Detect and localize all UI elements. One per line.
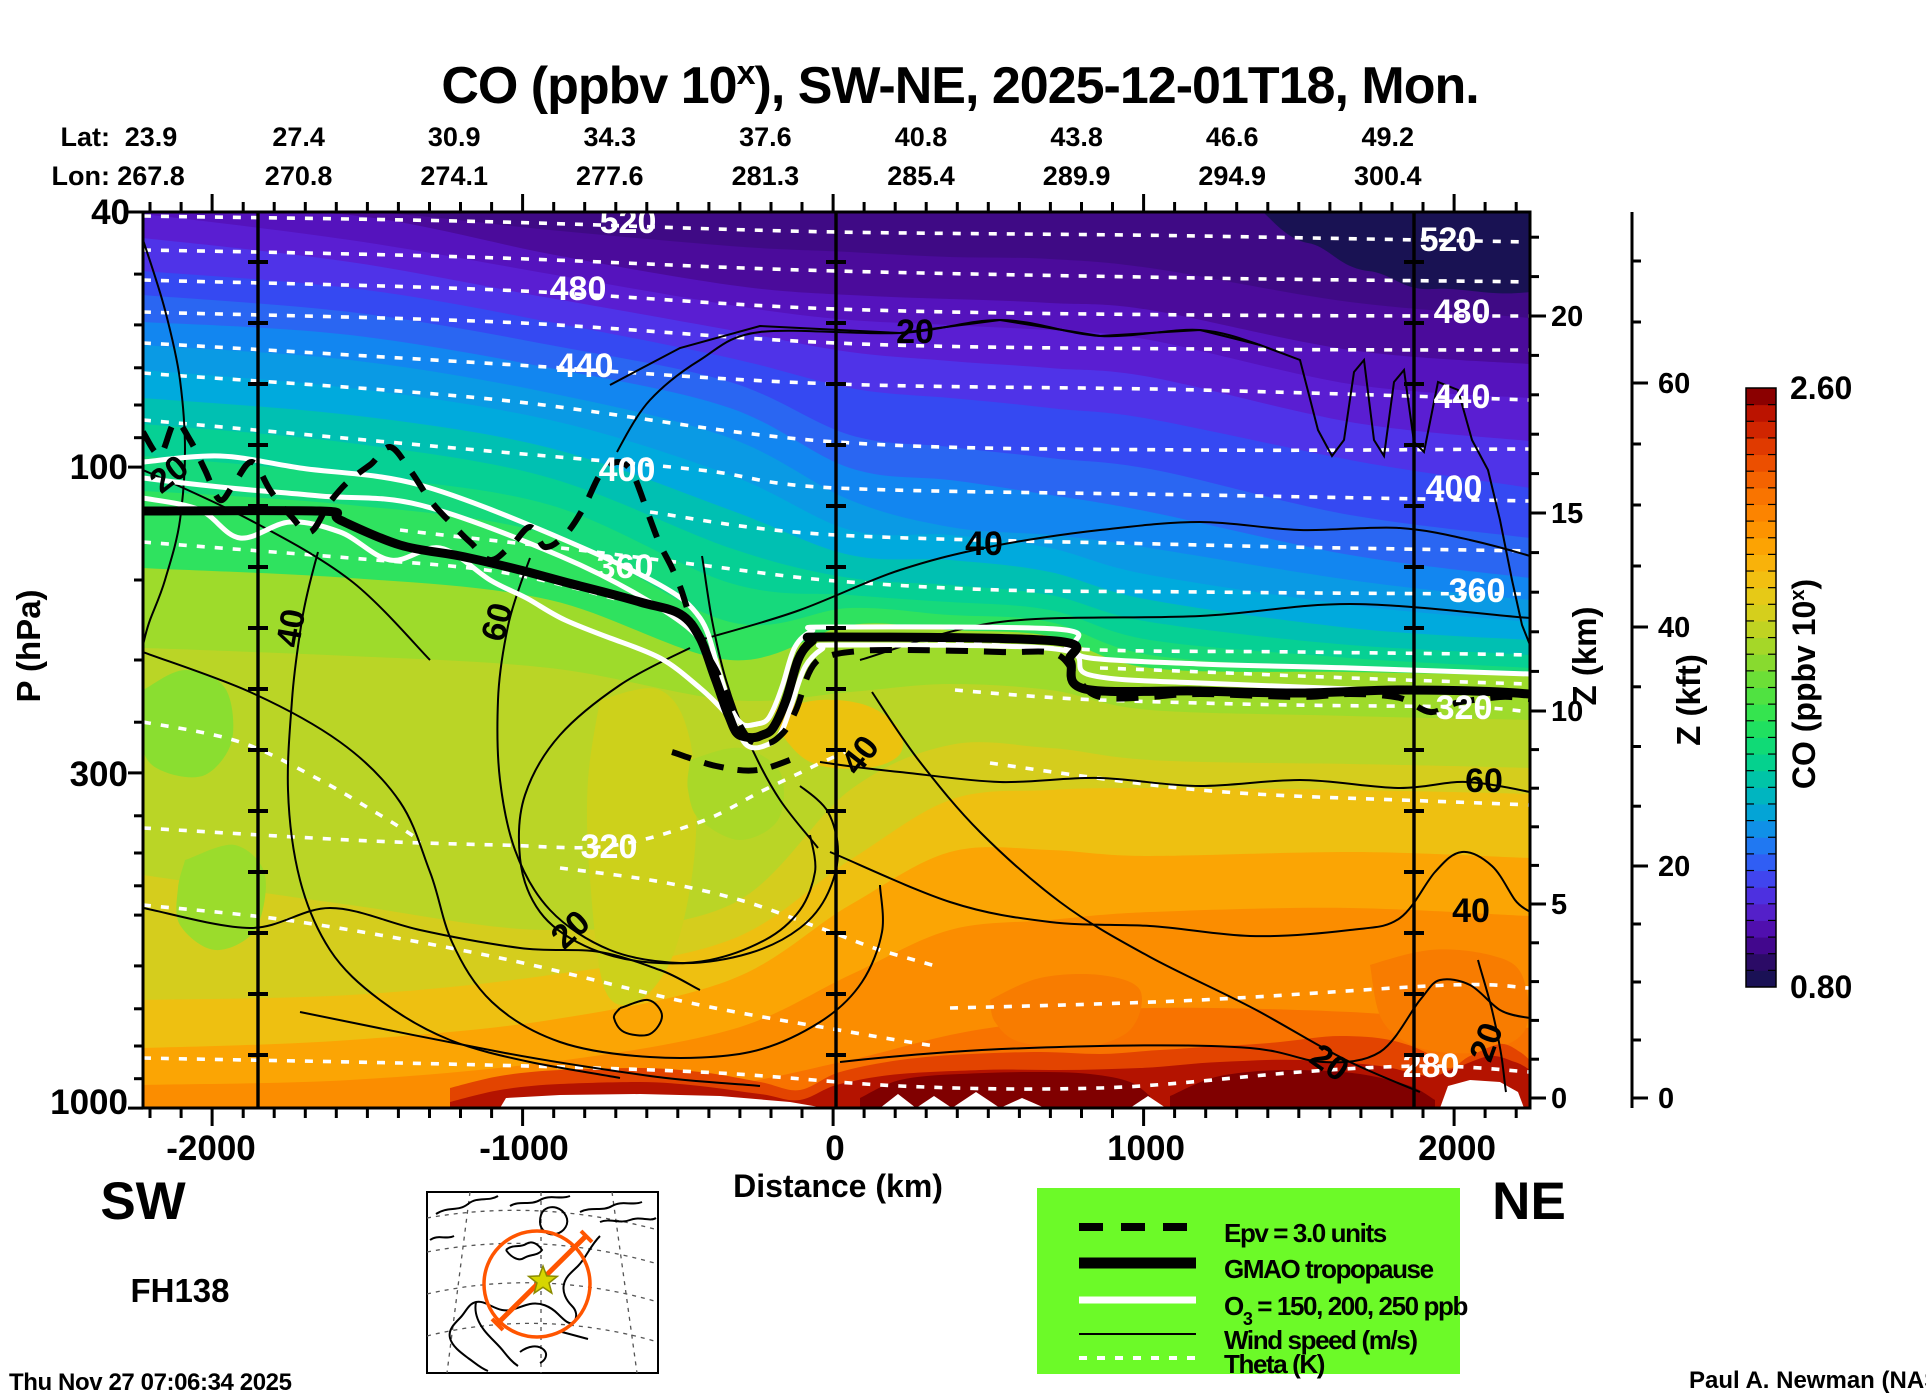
svg-text:0.80: 0.80	[1790, 969, 1852, 1005]
svg-text:440: 440	[557, 347, 614, 385]
svg-text:40: 40	[965, 525, 1003, 563]
svg-text:360: 360	[597, 548, 654, 586]
svg-text:320: 320	[1436, 689, 1493, 727]
svg-text:27.4: 27.4	[272, 122, 325, 152]
svg-text:0: 0	[825, 1129, 844, 1168]
svg-text:30.9: 30.9	[428, 122, 481, 152]
svg-text:280: 280	[1403, 1047, 1460, 1085]
svg-text:15: 15	[1551, 498, 1583, 530]
svg-text:Distance (km): Distance (km)	[733, 1168, 943, 1204]
svg-text:520: 520	[1420, 221, 1477, 259]
svg-text:480: 480	[550, 270, 607, 308]
svg-text:Theta (K): Theta (K)	[1224, 1349, 1325, 1379]
svg-text:40: 40	[91, 193, 130, 232]
svg-text:277.6: 277.6	[576, 161, 644, 191]
svg-text:FH138: FH138	[130, 1272, 229, 1309]
svg-text:Lon:: Lon:	[52, 161, 110, 191]
svg-text:2000: 2000	[1418, 1129, 1496, 1168]
svg-text:CO (ppbv 10x), SW-NE, 2025-12-: CO (ppbv 10x), SW-NE, 2025-12-01T18, Mon…	[441, 54, 1478, 115]
svg-text:20: 20	[1658, 851, 1690, 883]
svg-text:Thu Nov 27 07:06:34 2025: Thu Nov 27 07:06:34 2025	[9, 1369, 292, 1394]
svg-text:34.3: 34.3	[584, 122, 637, 152]
svg-text:285.4: 285.4	[887, 161, 955, 191]
svg-text:Wind speed (m/s): Wind speed (m/s)	[1224, 1325, 1417, 1355]
svg-text:P (hPa): P (hPa)	[10, 589, 47, 702]
svg-text:43.8: 43.8	[1050, 122, 1103, 152]
svg-text:400: 400	[599, 451, 656, 489]
svg-text:GMAO tropopause: GMAO tropopause	[1224, 1254, 1434, 1284]
svg-text:480: 480	[1434, 293, 1491, 331]
svg-text:46.6: 46.6	[1206, 122, 1259, 152]
svg-text:40: 40	[1452, 892, 1490, 930]
svg-text:Epv = 3.0 units: Epv = 3.0 units	[1224, 1218, 1387, 1248]
svg-text:5: 5	[1551, 889, 1567, 921]
svg-text:270.8: 270.8	[265, 161, 333, 191]
svg-text:SW: SW	[100, 1172, 185, 1231]
svg-text:Z (km): Z (km)	[1566, 607, 1603, 706]
svg-text:60: 60	[1658, 368, 1690, 400]
svg-text:267.8: 267.8	[117, 161, 185, 191]
svg-text:0: 0	[1551, 1083, 1567, 1115]
svg-text:40: 40	[1658, 612, 1690, 644]
svg-text:1000: 1000	[1107, 1129, 1185, 1168]
svg-text:CO (ppbv 10x): CO (ppbv 10x)	[1786, 579, 1822, 789]
svg-text:274.1: 274.1	[420, 161, 488, 191]
svg-text:300.4: 300.4	[1354, 161, 1422, 191]
svg-text:Paul A. Newman (NASA: Paul A. Newman (NASA	[1689, 1367, 1926, 1394]
svg-text:320: 320	[581, 828, 638, 866]
svg-text:440: 440	[1434, 378, 1491, 416]
svg-text:100: 100	[70, 448, 128, 487]
svg-text:40: 40	[269, 606, 313, 650]
svg-text:NE: NE	[1492, 1172, 1566, 1231]
svg-text:289.9: 289.9	[1043, 161, 1111, 191]
svg-text:0: 0	[1658, 1083, 1674, 1115]
svg-text:60: 60	[1465, 762, 1503, 800]
svg-text:Lat:: Lat:	[61, 122, 111, 152]
svg-text:281.3: 281.3	[732, 161, 800, 191]
svg-text:294.9: 294.9	[1198, 161, 1266, 191]
svg-text:20: 20	[896, 313, 934, 351]
svg-text:400: 400	[1426, 469, 1483, 507]
svg-text:10: 10	[1551, 696, 1583, 728]
svg-text:37.6: 37.6	[739, 122, 792, 152]
svg-text:-1000: -1000	[479, 1129, 569, 1168]
svg-text:23.9: 23.9	[125, 122, 178, 152]
svg-text:300: 300	[70, 755, 128, 794]
svg-text:-2000: -2000	[166, 1129, 256, 1168]
svg-text:Z (kft): Z (kft)	[1670, 654, 1707, 746]
svg-text:360: 360	[1449, 572, 1506, 610]
svg-text:49.2: 49.2	[1362, 122, 1415, 152]
svg-text:2.60: 2.60	[1790, 370, 1852, 406]
svg-text:1000: 1000	[50, 1083, 128, 1122]
svg-text:20: 20	[1551, 301, 1583, 333]
svg-text:40.8: 40.8	[895, 122, 948, 152]
